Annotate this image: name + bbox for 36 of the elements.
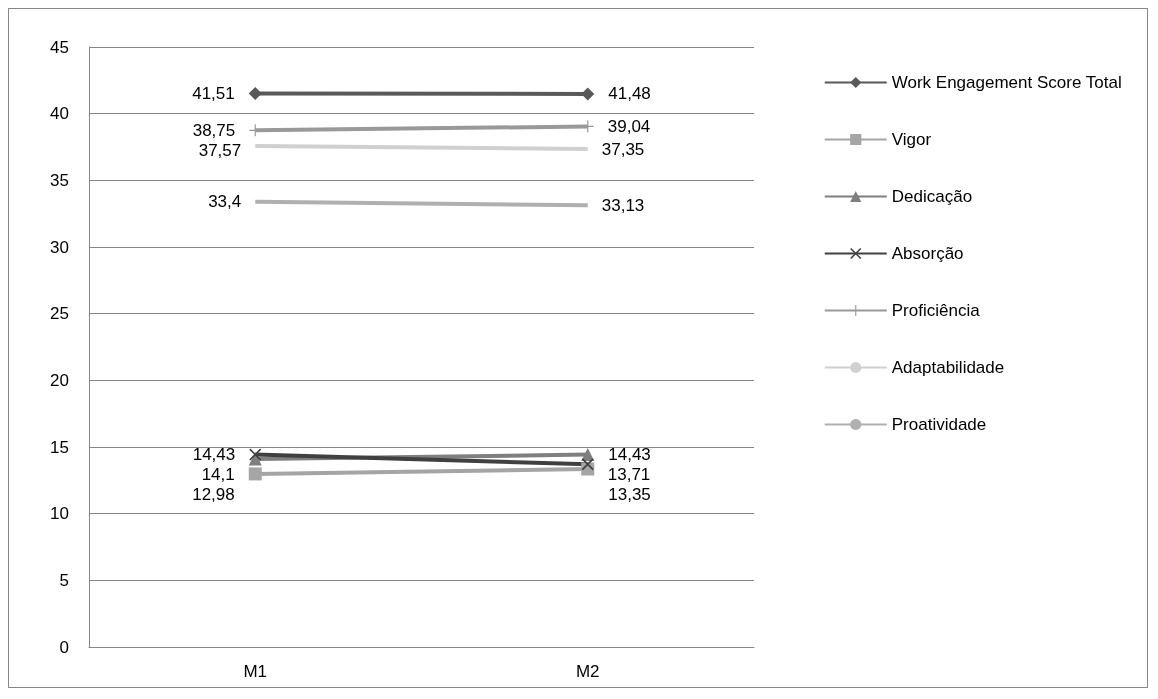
legend-label: Work Engagement Score Total [891,73,1122,92]
point [581,87,595,101]
data-label: 33,13 [601,195,645,215]
legend-label: Absorção [891,244,964,263]
data-label: 13,35 [608,485,651,505]
x-tick-label: M2 [575,662,600,681]
x-tick-label: M1 [243,662,268,681]
y-tick-label: 45 [50,37,69,57]
point [248,467,262,481]
y-tick-label: 25 [50,304,69,324]
legend-label: Vigor [891,130,932,149]
y-tick-label: 35 [50,170,69,190]
y-tick-label: 40 [50,104,69,124]
y-tick-label: 5 [59,570,69,590]
y-tick-label: 0 [59,637,69,657]
data-label: 33,4 [208,192,242,212]
data-label: 14,43 [608,445,651,465]
data-label: 41,51 [192,84,235,104]
data-label: 13,71 [607,465,651,485]
data-label: 38,75 [192,120,236,140]
data-label: 41,48 [608,84,651,104]
y-tick-label: 15 [50,437,69,457]
data-label: 14,43 [192,445,236,465]
data-label: 14,1 [201,465,235,485]
legend-label: Adaptabilidade [891,358,1005,377]
y-tick-label: 30 [50,237,69,257]
data-label: 12,98 [192,485,235,505]
legend-label: Proatividade [891,415,987,434]
point [248,87,262,101]
legend-label: Dedicação [891,187,973,206]
y-tick-label: 10 [50,504,69,524]
y-tick-label: 20 [50,370,69,390]
data-label: 37,57 [198,140,242,160]
data-label: 39,04 [607,116,651,136]
legend-label: Proficiência [891,301,981,320]
data-label: 37,35 [601,139,645,159]
